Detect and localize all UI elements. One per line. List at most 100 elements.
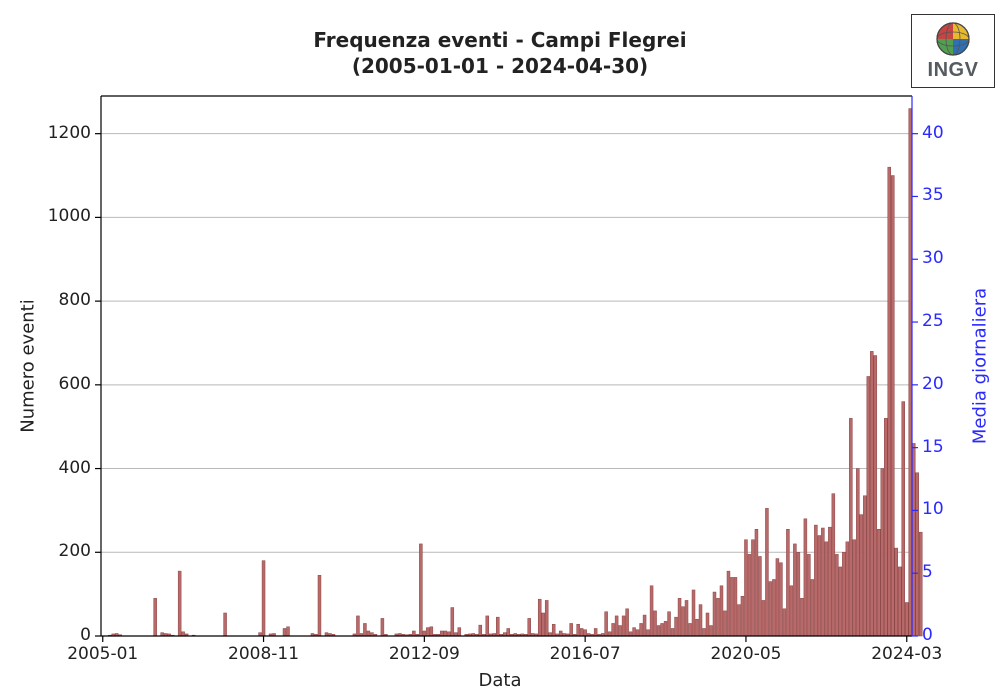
- plot-svg: [0, 0, 1000, 699]
- bar: [615, 616, 618, 636]
- bar: [902, 402, 905, 636]
- bar: [818, 536, 821, 636]
- bar: [479, 625, 482, 636]
- bar: [849, 418, 852, 636]
- bar: [779, 563, 782, 636]
- bar: [657, 626, 660, 636]
- bar: [814, 525, 817, 636]
- bar: [675, 617, 678, 636]
- bars-group: [108, 109, 922, 636]
- bar: [758, 556, 761, 636]
- bar: [619, 626, 622, 636]
- bar: [426, 628, 429, 636]
- bar: [842, 552, 845, 636]
- y-left-tick-label: 1000: [48, 206, 91, 226]
- bar: [552, 624, 555, 636]
- bar: [440, 631, 443, 636]
- bar: [682, 607, 685, 636]
- bar: [769, 582, 772, 636]
- bar: [874, 356, 877, 636]
- bar: [839, 567, 842, 636]
- y-right-tick-label: 0: [922, 625, 933, 645]
- bar: [737, 605, 740, 636]
- ingv-logo-text: INGV: [928, 59, 979, 82]
- bar: [793, 544, 796, 636]
- bar: [538, 599, 541, 636]
- bar: [863, 496, 866, 636]
- bar: [647, 630, 650, 636]
- bar: [262, 561, 265, 636]
- bar: [661, 623, 664, 636]
- bar: [870, 351, 873, 636]
- y-left-tick-label: 400: [59, 458, 91, 478]
- bar: [755, 529, 758, 636]
- bar: [496, 617, 499, 636]
- bar: [367, 631, 370, 636]
- y-left-tick-label: 1200: [48, 123, 91, 143]
- bar: [730, 577, 733, 636]
- y-tick-marks-left: [95, 134, 101, 636]
- bar: [895, 548, 898, 636]
- bar: [577, 624, 580, 636]
- bar: [765, 508, 768, 636]
- x-tick-label: 2020-05: [706, 644, 786, 664]
- bar: [594, 628, 597, 636]
- x-tick-label: 2012-09: [384, 644, 464, 664]
- y-left-tick-label: 800: [59, 290, 91, 310]
- bar: [412, 631, 415, 636]
- bar: [912, 443, 915, 636]
- y-left-tick-label: 200: [59, 541, 91, 561]
- bar: [507, 628, 510, 636]
- bar: [650, 586, 653, 636]
- bar: [363, 623, 366, 636]
- bar: [570, 623, 573, 636]
- bar: [224, 613, 227, 636]
- bar: [772, 579, 775, 636]
- bar: [629, 632, 632, 636]
- bar: [790, 586, 793, 636]
- bar: [867, 376, 870, 636]
- bar: [888, 167, 891, 636]
- bar: [381, 618, 384, 636]
- bar: [451, 608, 454, 636]
- bar: [853, 540, 856, 636]
- bar: [877, 529, 880, 636]
- bar: [692, 590, 695, 636]
- bar: [318, 575, 321, 636]
- bar: [447, 632, 450, 636]
- bar: [580, 628, 583, 636]
- bar: [884, 418, 887, 636]
- bar: [640, 623, 643, 636]
- bar: [713, 592, 716, 636]
- bar: [545, 600, 548, 636]
- bar: [633, 628, 636, 636]
- bar: [444, 631, 447, 636]
- bar: [671, 628, 674, 636]
- bar: [916, 473, 919, 636]
- bar: [723, 611, 726, 636]
- y-right-tick-label: 15: [922, 437, 944, 457]
- bar: [154, 598, 157, 636]
- x-tick-marks: [103, 636, 907, 642]
- bar: [287, 627, 290, 636]
- bar: [762, 600, 765, 636]
- bar: [720, 586, 723, 636]
- y-right-tick-label: 25: [922, 311, 944, 331]
- bar: [804, 519, 807, 636]
- bar: [689, 623, 692, 636]
- bar: [419, 544, 422, 636]
- bar: [605, 612, 608, 636]
- ingv-logo: INGV: [911, 14, 995, 88]
- bar: [734, 577, 737, 636]
- x-tick-label: 2008-11: [224, 644, 304, 664]
- bar: [821, 528, 824, 636]
- bar: [741, 596, 744, 636]
- y-right-tick-label: 40: [922, 123, 944, 143]
- bar: [528, 618, 531, 636]
- bar: [678, 598, 681, 636]
- y-left-tick-label: 600: [59, 374, 91, 394]
- bar: [643, 615, 646, 636]
- bar: [919, 532, 922, 636]
- bar: [828, 527, 831, 636]
- bar: [832, 494, 835, 636]
